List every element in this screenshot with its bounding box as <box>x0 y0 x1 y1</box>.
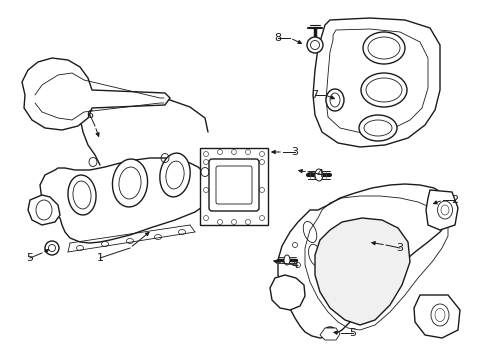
Polygon shape <box>287 215 339 272</box>
FancyBboxPatch shape <box>208 159 259 211</box>
Text: 1: 1 <box>96 253 103 263</box>
Text: 5: 5 <box>26 253 34 263</box>
Ellipse shape <box>360 73 406 107</box>
Polygon shape <box>278 184 451 338</box>
Ellipse shape <box>112 159 147 207</box>
Ellipse shape <box>306 37 323 53</box>
Text: 2: 2 <box>450 195 458 205</box>
Ellipse shape <box>324 327 335 337</box>
Text: 3: 3 <box>396 243 403 253</box>
Polygon shape <box>319 328 339 340</box>
Text: 6: 6 <box>86 110 93 120</box>
Polygon shape <box>269 275 305 310</box>
Polygon shape <box>413 295 459 338</box>
Text: 3: 3 <box>291 147 298 157</box>
Polygon shape <box>200 148 267 225</box>
Polygon shape <box>425 190 457 230</box>
Ellipse shape <box>160 153 190 197</box>
Text: 4: 4 <box>316 169 323 179</box>
Polygon shape <box>312 18 439 147</box>
Polygon shape <box>22 58 170 130</box>
Ellipse shape <box>68 175 96 215</box>
Ellipse shape <box>358 115 396 141</box>
Text: 7: 7 <box>311 90 318 100</box>
Text: 5: 5 <box>349 328 356 338</box>
Text: 4: 4 <box>291 260 298 270</box>
Ellipse shape <box>325 89 343 111</box>
Polygon shape <box>40 158 209 243</box>
Polygon shape <box>314 218 409 325</box>
Polygon shape <box>28 195 60 225</box>
Ellipse shape <box>284 255 289 265</box>
Ellipse shape <box>314 169 323 181</box>
Text: 8: 8 <box>274 33 281 43</box>
Ellipse shape <box>362 32 404 64</box>
Ellipse shape <box>45 241 59 255</box>
